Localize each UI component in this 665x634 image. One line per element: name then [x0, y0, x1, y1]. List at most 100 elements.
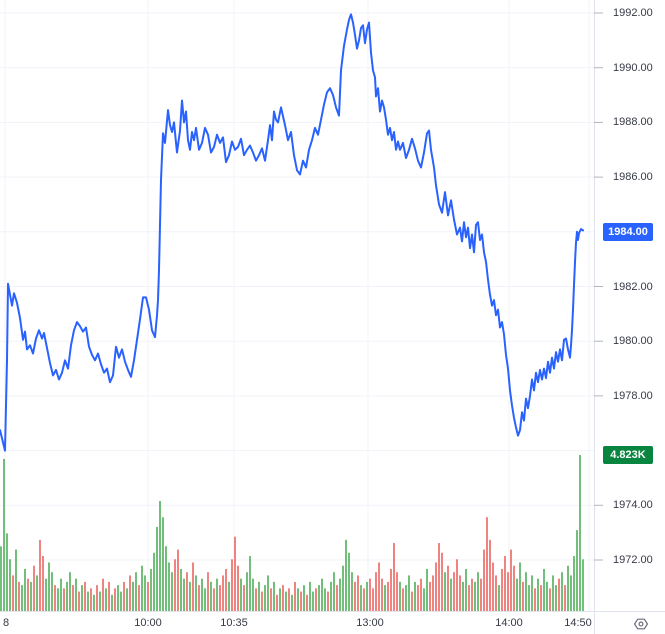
volume-bar — [171, 572, 173, 611]
volume-bar — [354, 581, 356, 611]
volume-bar — [342, 565, 344, 611]
settings-nut-icon — [634, 618, 648, 629]
scale-settings-button[interactable] — [631, 615, 651, 632]
volume-bar — [138, 585, 140, 611]
volume-bar — [339, 578, 341, 611]
volume-bar — [579, 455, 581, 611]
volume-bar — [216, 578, 218, 611]
volume-bar — [423, 588, 425, 611]
volume-bar — [573, 556, 575, 611]
volume-bar — [273, 581, 275, 611]
volume-bar — [126, 588, 128, 611]
volume-bar — [384, 585, 386, 611]
price-line — [0, 13, 584, 452]
volume-bar — [201, 578, 203, 611]
volume-bar — [147, 581, 149, 611]
volume-bar — [24, 568, 26, 611]
volume-bar — [528, 585, 530, 611]
price-axis-label: 1988.00 — [613, 116, 653, 129]
volume-bar — [9, 559, 11, 611]
volume-bar — [219, 585, 221, 611]
volume-bar — [306, 594, 308, 611]
volume-bar — [240, 578, 242, 611]
volume-bar — [468, 585, 470, 611]
volume-bar — [285, 591, 287, 611]
volume-bar — [303, 585, 305, 611]
volume-bar — [156, 526, 158, 611]
volume-bar — [495, 575, 497, 611]
volume-bar — [375, 572, 377, 611]
volume-bar — [405, 585, 407, 611]
volume-bar — [144, 575, 146, 611]
volume-bar — [132, 581, 134, 611]
volume-bar — [534, 588, 536, 611]
time-axis-label: 14:50 — [564, 617, 592, 629]
volume-bar — [84, 581, 86, 611]
volume-bar — [414, 581, 416, 611]
volume-bar — [510, 549, 512, 611]
volume-bar — [267, 575, 269, 611]
price-axis-label: 1986.00 — [613, 171, 653, 184]
volume-bar — [486, 517, 488, 611]
volume-bar — [438, 543, 440, 611]
volume-bar — [114, 588, 116, 611]
volume-bar — [462, 581, 464, 611]
volume-bar — [312, 591, 314, 611]
volume-bar — [54, 585, 56, 611]
volume-bar — [207, 572, 209, 611]
time-axis-label: 13:00 — [356, 617, 384, 629]
time-axis-label: 8 — [2, 617, 10, 629]
volume-bar — [381, 578, 383, 611]
price-axis-label: 1980.00 — [613, 335, 653, 348]
volume-bar — [297, 588, 299, 611]
volume-bar — [501, 568, 503, 611]
volume-bar — [318, 585, 320, 611]
volume-bar — [570, 575, 572, 611]
volume-bar — [234, 536, 236, 611]
volume-bar — [399, 581, 401, 611]
volume-bar — [456, 559, 458, 611]
volume-bar — [333, 572, 335, 611]
volume-bar — [432, 575, 434, 611]
volume-bar — [270, 588, 272, 611]
time-axis[interactable]: 8 10:00 10:35 13:00 14:00 14:50 — [0, 612, 665, 634]
volume-bar — [81, 585, 83, 611]
price-axis[interactable]: 1984.00 4.823K 1992.00 1990.00 1988.00 1986… — [594, 0, 665, 611]
volume-bar — [357, 575, 359, 611]
volume-bar — [210, 581, 212, 611]
volume-bar — [162, 517, 164, 611]
volume-bar — [15, 549, 17, 611]
volume-bar — [543, 568, 545, 611]
volume-bar — [474, 581, 476, 611]
volume-bar — [492, 562, 494, 611]
volume-bar — [198, 585, 200, 611]
volume-bar — [567, 565, 569, 611]
volume-bar — [450, 578, 452, 611]
price-axis-label: 1990.00 — [613, 61, 653, 74]
volume-bar — [204, 588, 206, 611]
volume-bar — [279, 588, 281, 611]
volume-bar — [531, 575, 533, 611]
volume-bar — [372, 588, 374, 611]
volume-bar — [105, 588, 107, 611]
volume-bar — [249, 556, 251, 611]
volume-bar — [87, 591, 89, 611]
volume-bar — [489, 539, 491, 611]
volume-bar — [69, 572, 71, 611]
volume-bar — [183, 578, 185, 611]
volume-bar — [192, 562, 194, 611]
volume-bar — [66, 581, 68, 611]
volume-bar — [537, 578, 539, 611]
volume-bar — [165, 546, 167, 611]
volume-bar — [522, 581, 524, 611]
volume-bar — [480, 578, 482, 611]
volume-bar — [168, 562, 170, 611]
volume-bar — [57, 588, 59, 611]
volume-bar — [102, 578, 104, 611]
volume-bar — [498, 585, 500, 611]
volume-bar — [552, 575, 554, 611]
volume-bar — [582, 559, 584, 611]
volume-bar — [108, 581, 110, 611]
volume-bar — [390, 568, 392, 611]
